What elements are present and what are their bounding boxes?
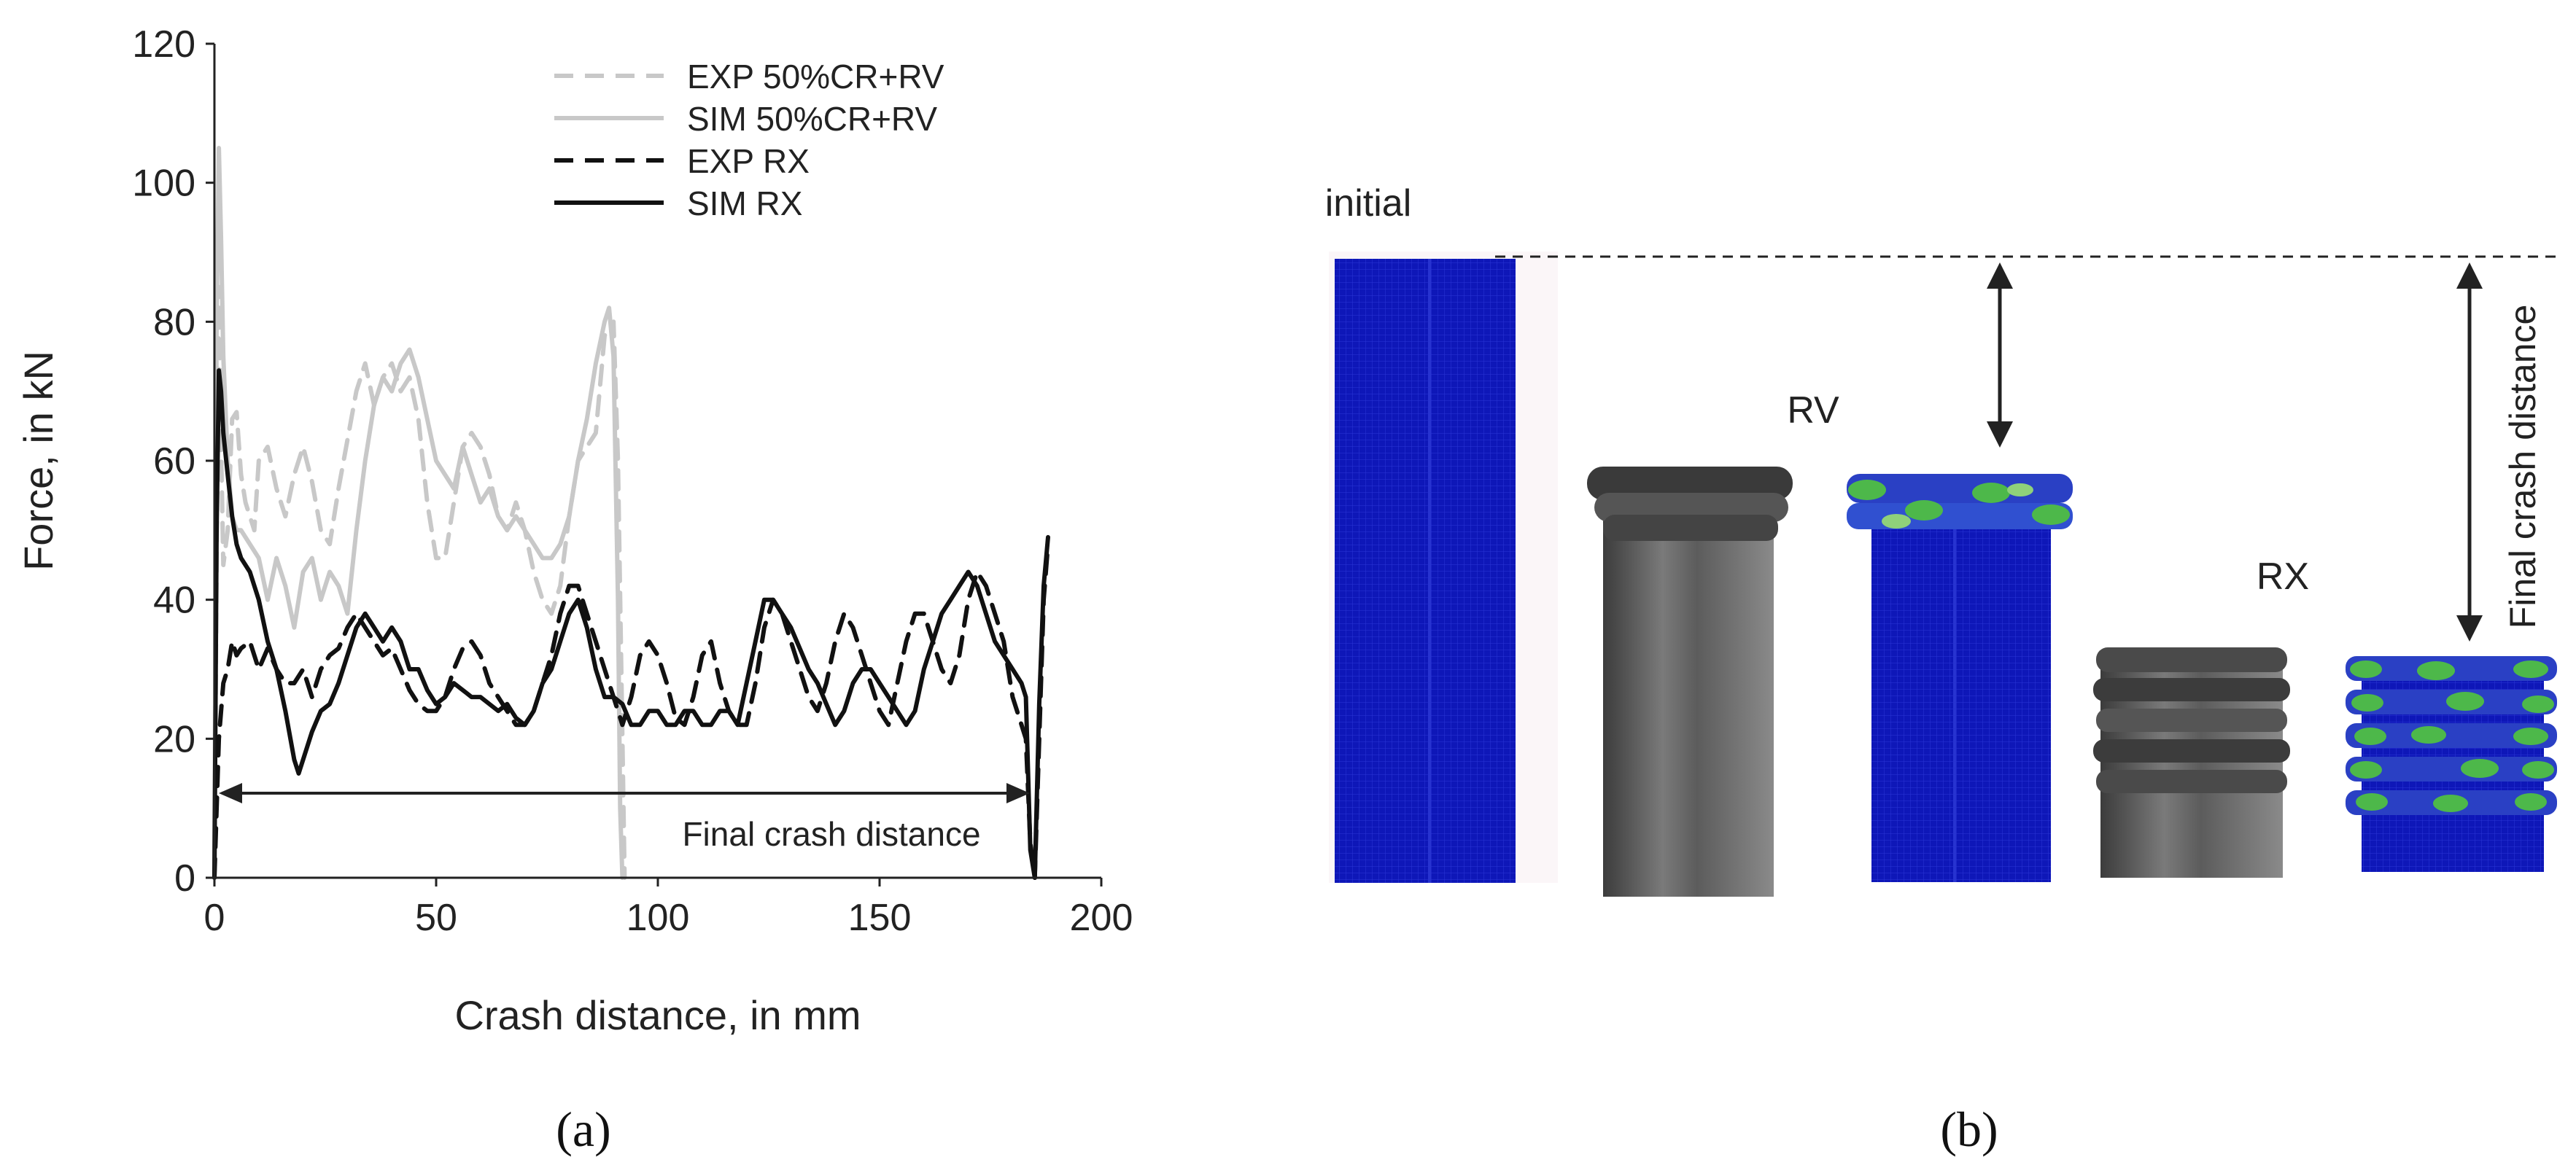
y-tick-label: 0 <box>174 857 195 900</box>
legend-entry: EXP RX <box>687 142 810 180</box>
y-tick-label: 20 <box>153 718 195 760</box>
axes-group <box>213 44 1101 879</box>
rv-exp-body <box>1603 510 1774 897</box>
y-tick-label: 60 <box>153 440 195 483</box>
legend-entry: EXP 50%CR+RV <box>687 58 944 96</box>
x-axis-label: Crash distance, in mm <box>454 992 861 1038</box>
legend-entry: SIM 50%CR+RV <box>687 100 937 138</box>
ticks-group: 0 50 100 150 200 0 20 40 60 80 100 120 <box>132 23 1133 939</box>
final-crash-distance-annotation: Final crash distance <box>219 783 1030 856</box>
caption-a: (a) <box>556 1102 610 1157</box>
rv-exp-fold-1 <box>1587 467 1793 500</box>
final-crash-distance-arrow <box>2456 262 2483 642</box>
force-distance-chart: 0 50 100 150 200 0 20 40 60 80 100 120 Crash distan… <box>15 23 1133 1038</box>
annotation-arrowhead-left <box>219 783 242 803</box>
x-tick-label: 50 <box>415 897 457 939</box>
caption-b: (b) <box>1940 1102 1998 1157</box>
rv-fem-body <box>1871 518 2051 882</box>
series-group <box>212 146 1050 880</box>
crash-specimens-figure: initial RV <box>1325 182 2561 897</box>
rx-fem-specimen <box>2346 656 2557 872</box>
x-tick-label: 100 <box>626 897 690 939</box>
x-tick-label: 200 <box>1070 897 1133 939</box>
rv-fem-specimen <box>1847 474 2073 882</box>
annotation-label-background <box>633 808 1027 856</box>
annotation-arrowhead-right <box>1006 783 1030 803</box>
series-line-3 <box>212 368 1050 880</box>
x-tick-label: 150 <box>848 897 912 939</box>
initial-fem-tube <box>1329 252 1558 883</box>
legend-entry: SIM RX <box>687 184 802 222</box>
x-tick-label: 0 <box>204 897 225 939</box>
rv-crash-distance-arrow <box>1987 262 2013 448</box>
y-tick-label: 40 <box>153 580 195 622</box>
initial-tube-mesh <box>1335 259 1516 883</box>
rx-label: RX <box>2257 556 2309 598</box>
annotation-label: Final crash distance <box>682 815 980 853</box>
initial-label: initial <box>1325 182 1412 225</box>
rv-experimental-specimen <box>1587 467 1793 897</box>
y-tick-label: 100 <box>132 163 195 205</box>
y-axis-label: Force, in kN <box>15 351 61 571</box>
rv-label: RV <box>1787 389 1839 432</box>
legend: EXP 50%CR+RV SIM 50%CR+RV EXP RX SIM RX <box>554 58 944 222</box>
y-tick-label: 80 <box>153 301 195 343</box>
series-line-2 <box>212 542 1050 880</box>
y-tick-label: 120 <box>132 23 195 66</box>
rx-experimental-specimen <box>2093 647 2290 878</box>
final-crash-distance-label: Final crash distance <box>2502 305 2543 629</box>
rv-exp-fold-3 <box>1603 515 1778 541</box>
series-line-1 <box>212 146 625 880</box>
